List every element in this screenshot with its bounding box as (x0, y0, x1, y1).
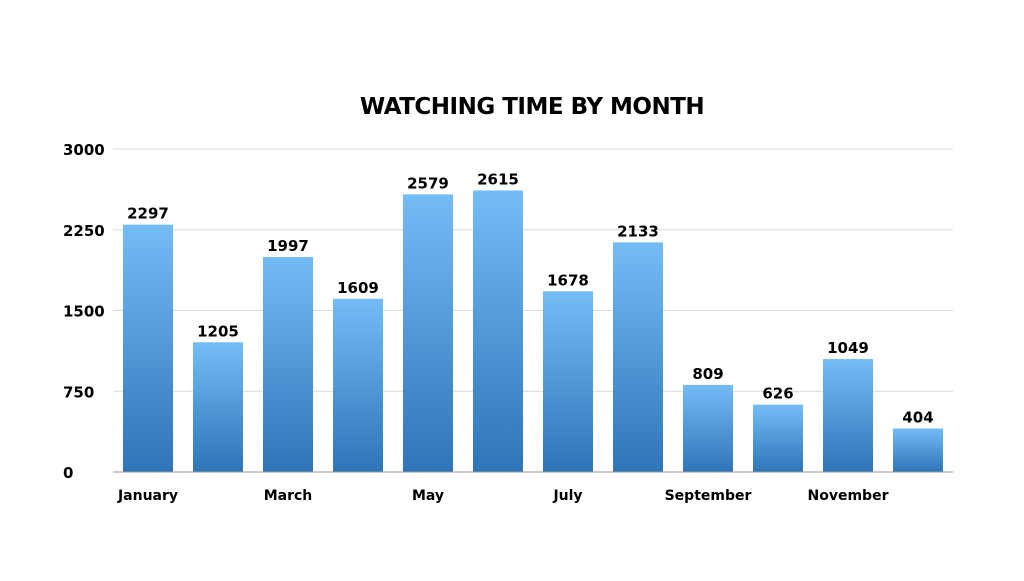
data-label: 1205 (197, 322, 239, 340)
bar (263, 256, 313, 472)
bar (543, 291, 593, 472)
bar (403, 194, 453, 472)
data-label: 2579 (407, 174, 449, 192)
chart-title: WATCHING TIME BY MONTH (359, 94, 705, 120)
bar (333, 298, 383, 472)
bar (893, 428, 943, 472)
data-label: 404 (902, 409, 933, 427)
data-labels: 2297 1205 1997 1609 2579 2615 1678 2133 809 626 10… (127, 170, 934, 426)
y-axis-ticks: 0 750 1500 2250 3000 (63, 141, 105, 482)
data-label: 1678 (547, 271, 589, 289)
bar (753, 404, 803, 472)
y-tick-label: 0 (63, 464, 73, 482)
data-label: 1609 (337, 279, 379, 297)
bar (683, 384, 733, 472)
data-label: 2297 (127, 205, 169, 223)
x-tick-label: March (264, 488, 313, 504)
bar (613, 242, 663, 472)
data-label: 1049 (827, 339, 869, 357)
x-axis-ticks: January March May July September November (117, 488, 889, 504)
data-label: 626 (762, 385, 793, 403)
x-tick-label: January (117, 488, 178, 504)
y-tick-label: 2250 (63, 222, 105, 240)
data-label: 809 (692, 365, 723, 383)
bar (123, 224, 173, 472)
bars (123, 190, 943, 472)
y-tick-label: 1500 (63, 303, 105, 321)
bar (823, 359, 873, 472)
x-tick-label: September (665, 488, 752, 504)
x-tick-label: July (552, 488, 582, 504)
bar (193, 342, 243, 472)
gridlines (113, 148, 953, 392)
x-tick-label: November (808, 488, 889, 504)
data-label: 1997 (267, 237, 309, 255)
y-tick-label: 750 (63, 383, 94, 401)
data-label: 2133 (617, 222, 659, 240)
bar (473, 190, 523, 472)
y-tick-label: 3000 (63, 141, 105, 159)
x-tick-label: May (412, 488, 444, 504)
data-label: 2615 (477, 170, 519, 188)
